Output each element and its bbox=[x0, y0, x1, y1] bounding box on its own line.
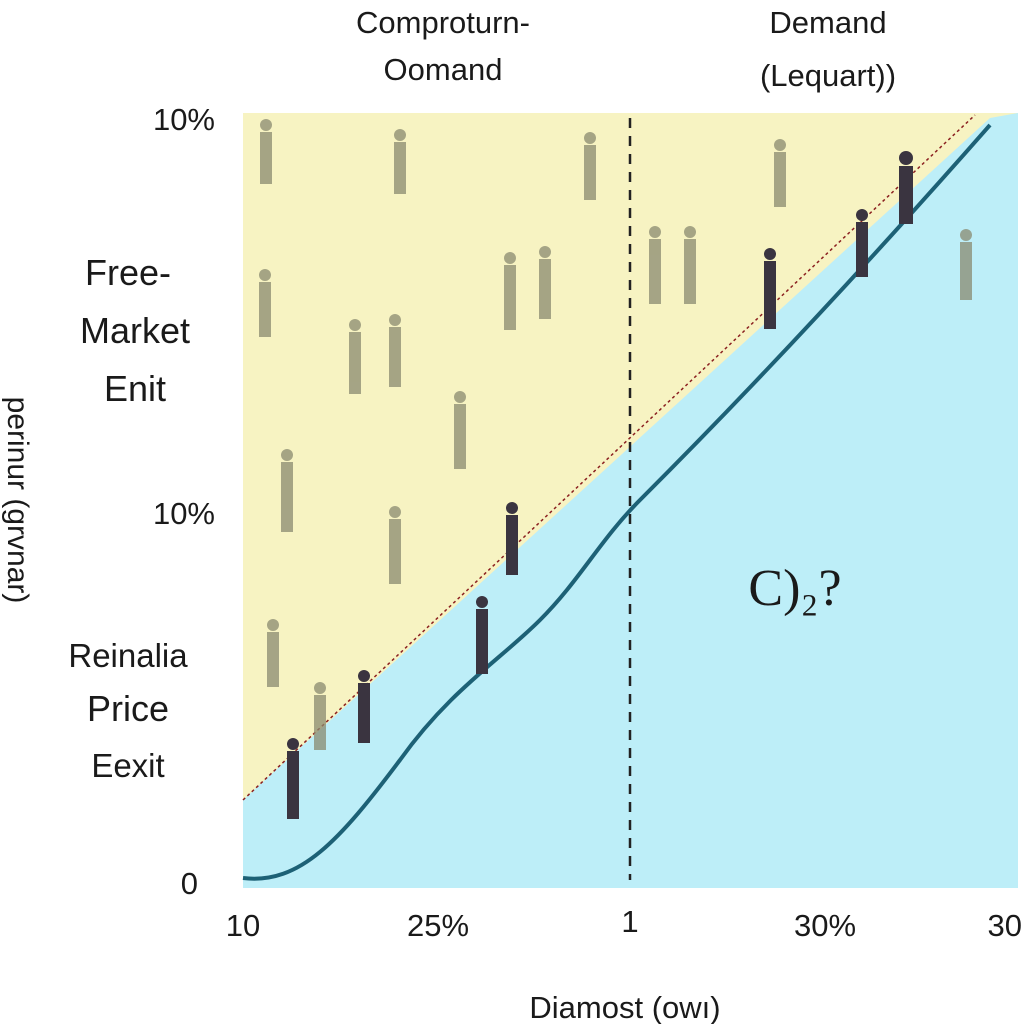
header-right: Demand bbox=[769, 5, 886, 40]
region-label: Price bbox=[87, 688, 169, 729]
region-label: Enit bbox=[104, 368, 166, 409]
x-axis-label: Diamost (owı) bbox=[529, 990, 720, 1024]
region-label: Eexit bbox=[91, 747, 164, 784]
y-tick-label: 10% bbox=[153, 102, 215, 137]
x-tick-label: 1 bbox=[621, 904, 638, 939]
header-left: Comproturn- bbox=[356, 5, 530, 40]
region-label: Market bbox=[80, 310, 190, 351]
region-label: Reinalia bbox=[68, 637, 188, 674]
figures bbox=[259, 119, 972, 819]
y-tick-label: 0 bbox=[181, 866, 198, 901]
header-right: (Lequart)) bbox=[760, 58, 896, 93]
x-tick-label: 10 bbox=[226, 908, 260, 943]
x-tick-label: 25% bbox=[407, 908, 469, 943]
red-line bbox=[242, 114, 976, 801]
curve bbox=[242, 123, 992, 881]
y-tick-label: 10% bbox=[153, 496, 215, 531]
y-axis-label: perinur (grvnar) bbox=[1, 397, 34, 604]
x-tick-label: 30 bbox=[988, 908, 1022, 943]
annotation: C)₂? bbox=[748, 560, 841, 617]
x-tick-label: 30% bbox=[794, 908, 856, 943]
region-label: Free- bbox=[85, 252, 171, 293]
header-left: Oomand bbox=[384, 52, 503, 87]
